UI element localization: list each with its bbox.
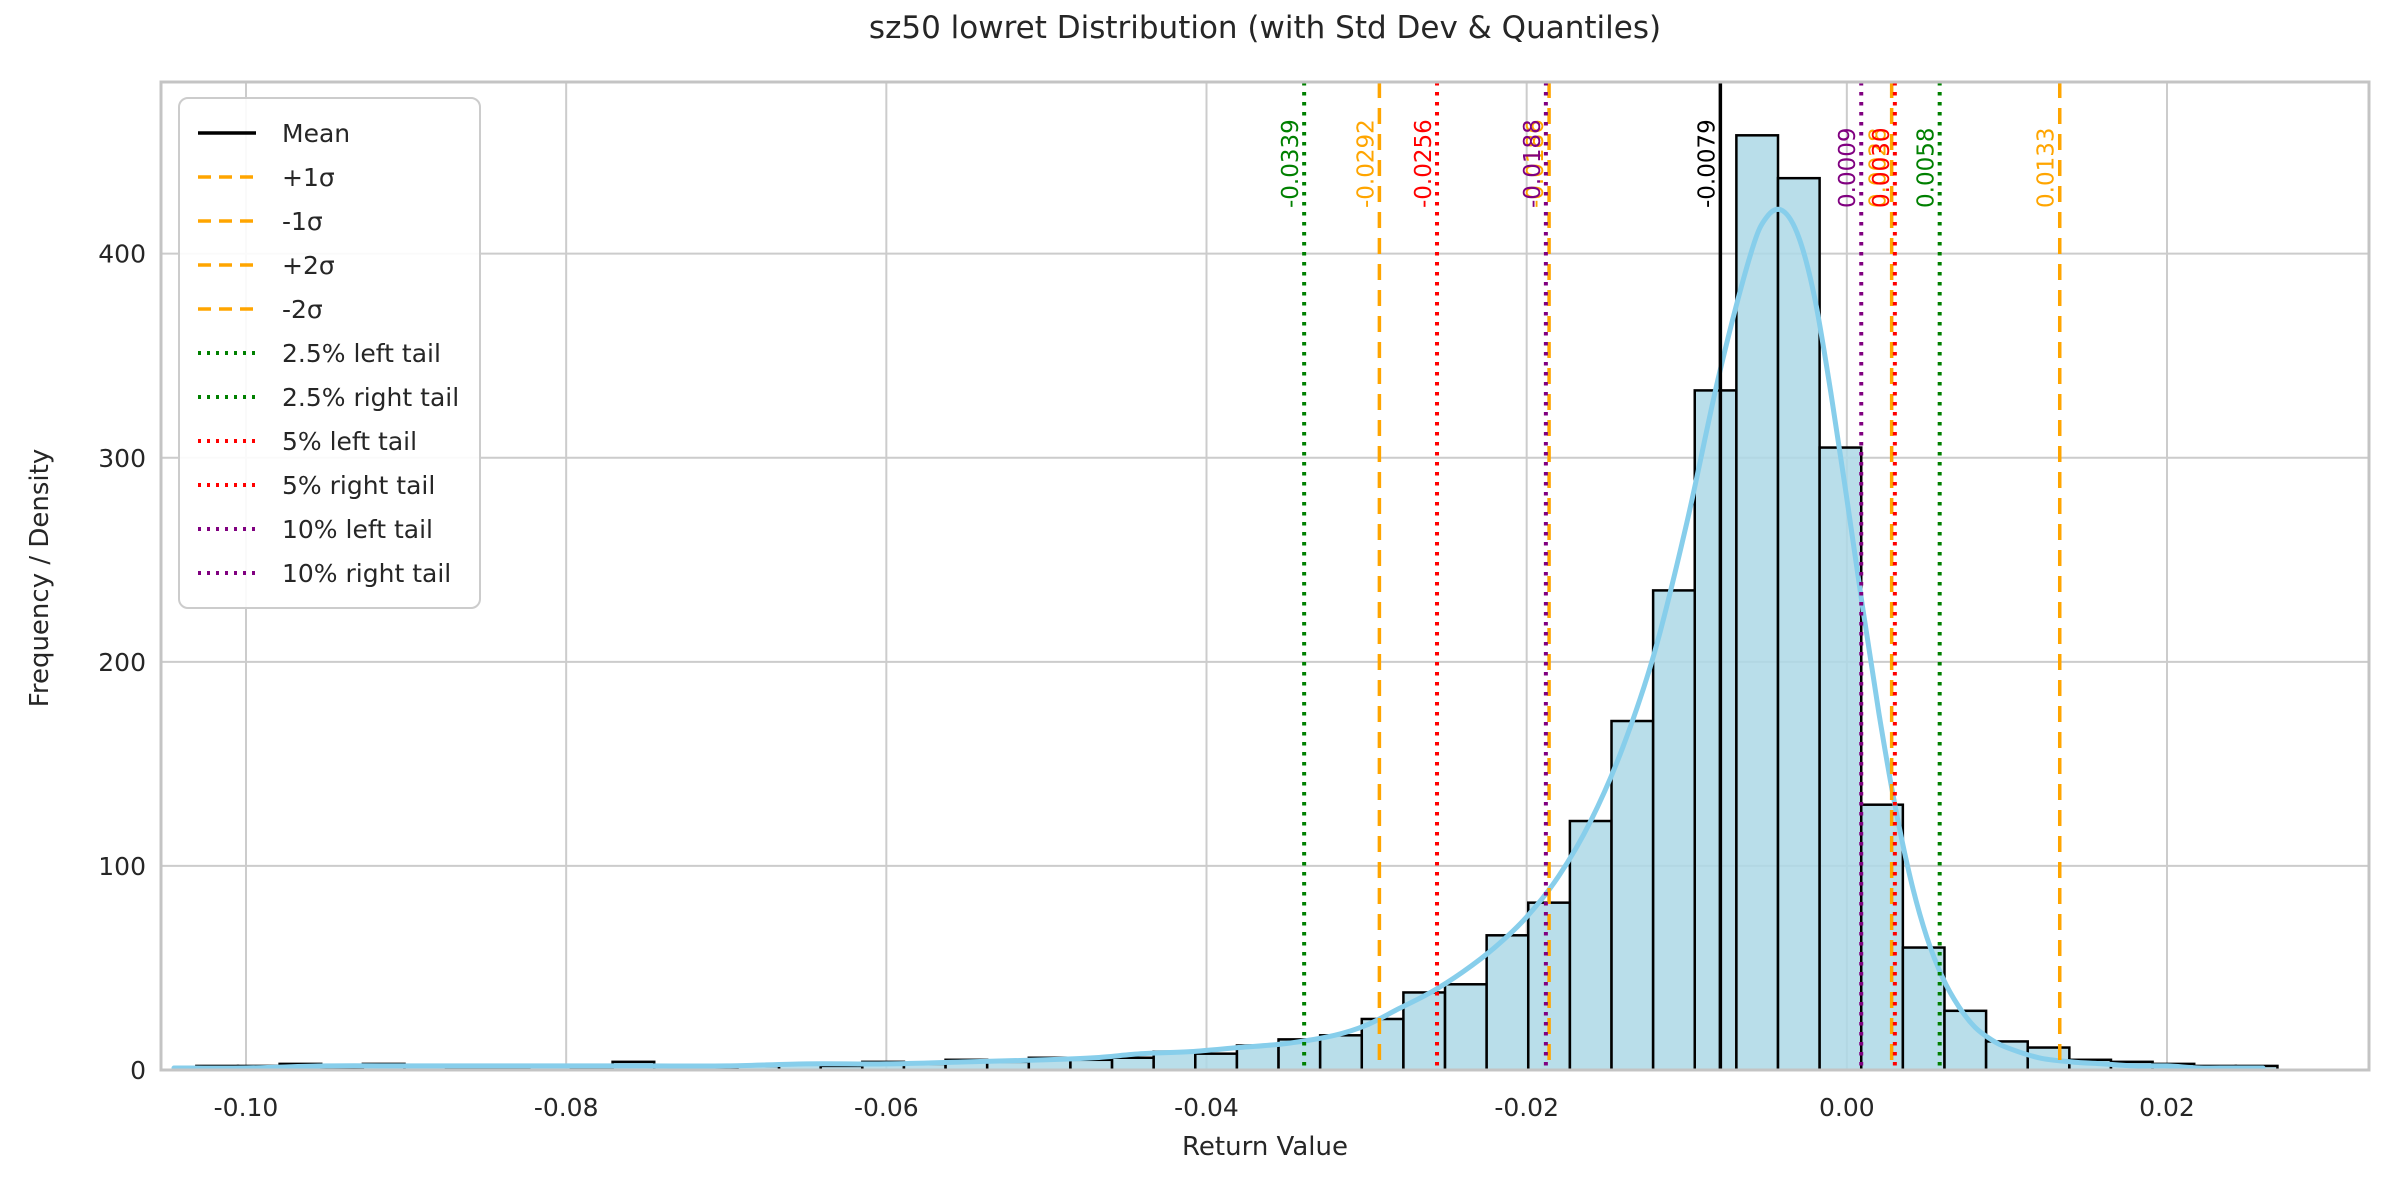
- x-tick-label: 0.00: [1819, 1093, 1875, 1122]
- legend-line-sample: [198, 395, 256, 399]
- plot-spines: [159, 80, 2371, 1072]
- legend: Mean +1σ -1σ +2σ -2σ 2.5% left tail 2.5% right…: [178, 97, 482, 609]
- histogram-bar: [1360, 1017, 1405, 1072]
- legend-item: 10% right tail: [196, 551, 459, 595]
- y-tick-label: 100: [98, 852, 146, 881]
- x-tick-label: -0.06: [854, 1093, 919, 1122]
- x-axis-label: Return Value: [1182, 1132, 1348, 1162]
- x-tick-label: -0.04: [1174, 1093, 1239, 1122]
- legend-item-label: +1σ: [282, 162, 335, 192]
- y-tick-label: 200: [98, 648, 146, 677]
- legend-line-sample: [198, 571, 256, 575]
- chart-title: sz50 lowret Distribution (with Std Dev &…: [868, 10, 1662, 46]
- x-tick-label: -0.02: [1494, 1093, 1559, 1122]
- histogram-bar: [1776, 176, 1821, 1072]
- histogram-bar: [1318, 1034, 1364, 1072]
- legend-line-sample: [198, 439, 256, 443]
- histogram-bar: [1568, 819, 1613, 1072]
- legend-line-sample: [198, 219, 256, 223]
- minus-1-sigma-line-label: -0.0186: [1523, 119, 1549, 208]
- legend-item: 2.5% right tail: [196, 375, 459, 419]
- right-tail-10-line-label: 0.0009: [1835, 128, 1861, 208]
- x-tick-label: 0.02: [2139, 1093, 2195, 1122]
- plus-2-sigma-line-label: 0.0133: [2034, 128, 2060, 208]
- legend-item-label: 10% right tail: [282, 558, 452, 588]
- left-tail-2p5-line-label: -0.0339: [1278, 119, 1304, 208]
- legend-line-sample: [198, 483, 256, 487]
- histogram-bar: [1443, 983, 1488, 1072]
- y-tick-label: 0: [130, 1056, 146, 1085]
- legend-item: 5% left tail: [196, 419, 459, 463]
- kde-curve: [171, 206, 2266, 1071]
- legend-item: 10% left tail: [196, 507, 459, 551]
- legend-item: Mean: [196, 111, 459, 155]
- mean-line-label: -0.0079: [1694, 119, 1720, 208]
- legend-item-label: -1σ: [282, 206, 323, 236]
- y-tick-label: 400: [98, 240, 146, 269]
- legend-item: +2σ: [196, 243, 459, 287]
- legend-item: -2σ: [196, 287, 459, 331]
- legend-line-sample: [198, 263, 256, 267]
- x-tick-label: -0.10: [214, 1093, 279, 1122]
- gridlines: [161, 82, 2369, 1071]
- histogram-bar: [1194, 1052, 1239, 1072]
- histogram-bar: [1069, 1058, 1114, 1072]
- legend-item-label: Mean: [282, 118, 351, 148]
- left-tail-10-line-label: -0.0188: [1520, 119, 1546, 208]
- legend-line-sample: [198, 307, 256, 311]
- histogram-bar: [1859, 803, 1905, 1072]
- legend-item-label: 5% left tail: [282, 426, 418, 456]
- legend-item: -1σ: [196, 199, 459, 243]
- legend-item: 5% right tail: [196, 463, 459, 507]
- legend-item-label: 10% left tail: [282, 514, 433, 544]
- legend-line-sample: [198, 175, 256, 179]
- right-tail-2p5-line-label: 0.0058: [1914, 128, 1940, 208]
- histogram-bar: [1693, 389, 1738, 1072]
- y-axis-label: Frequency / Density: [25, 448, 55, 708]
- stat-line-labels: -0.0079 0.0028 -0.0186 0.0133 -0.0292 -0.0339…: [1278, 119, 2060, 208]
- y-tick-label: 300: [98, 444, 146, 473]
- plus-1-sigma-line-label: 0.0028: [1866, 128, 1892, 208]
- minus-2-sigma-line-label: -0.0292: [1353, 119, 1379, 208]
- legend-item-label: 2.5% right tail: [282, 382, 460, 412]
- legend-item-label: +2σ: [282, 250, 335, 280]
- legend-item-label: 5% right tail: [282, 470, 436, 500]
- right-tail-5-line-label: 0.0030: [1869, 128, 1895, 208]
- histogram-bar: [1485, 934, 1530, 1072]
- legend-line-sample: [198, 351, 256, 355]
- stat-lines: [1302, 82, 2062, 1070]
- histogram-bar: [1610, 719, 1655, 1072]
- x-tick-label: -0.08: [534, 1093, 599, 1122]
- legend-line-sample: [198, 131, 256, 135]
- legend-line-sample: [198, 527, 256, 531]
- legend-item: +1σ: [196, 155, 459, 199]
- legend-item-label: 2.5% left tail: [282, 338, 441, 368]
- histogram-bars: [195, 134, 2279, 1072]
- left-tail-5-line-label: -0.0256: [1411, 119, 1437, 208]
- tick-labels: -0.10 -0.08 -0.06 -0.04 -0.02 0.00 0.02 0 100 200…: [98, 240, 2195, 1122]
- histogram-bar: [1651, 589, 1697, 1072]
- legend-item-label: -2σ: [282, 294, 323, 324]
- histogram-bar: [1110, 1056, 1155, 1072]
- legend-item: 2.5% left tail: [196, 331, 459, 375]
